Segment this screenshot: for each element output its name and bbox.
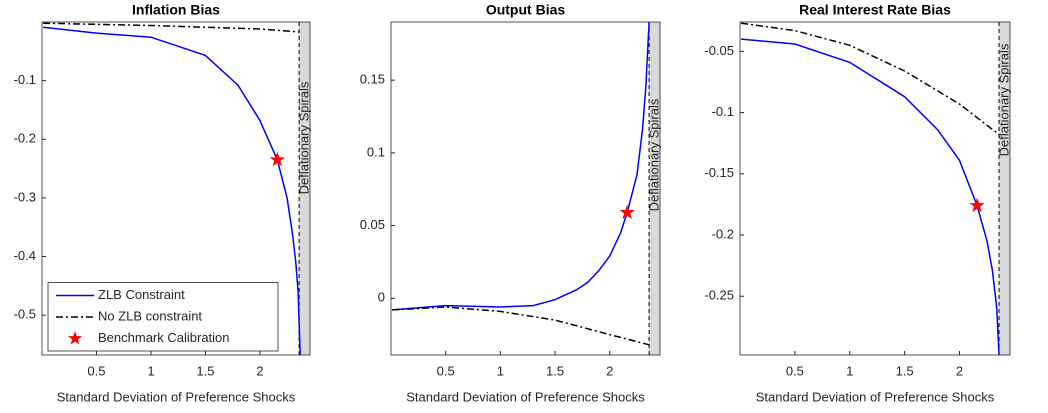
chart-title: Inflation Bias [132, 2, 220, 18]
benchmark-marker [269, 151, 285, 167]
y-tick-label: 0.05 [360, 217, 385, 232]
x-tick-label: 1.5 [546, 363, 564, 378]
x-tick-label: 2 [606, 363, 613, 378]
shade-region [999, 22, 1010, 355]
axes-box [41, 21, 311, 356]
benchmark-marker [969, 197, 985, 213]
series-line [740, 22, 1000, 136]
axes-box [739, 21, 1011, 356]
y-tick-label: -0.5 [14, 307, 36, 322]
legend-label: ZLB Constraint [98, 287, 185, 302]
y-tick-label: -0.15 [704, 165, 734, 180]
legend-label: No ZLB constraint [98, 308, 202, 323]
x-axis-label: Standard Deviation of Preference Shocks [756, 389, 995, 404]
plot-area [740, 22, 1010, 355]
y-tick-label: 0 [378, 290, 385, 305]
chart-title: Output Bias [486, 2, 566, 18]
annotation: Deflationary Spirals [647, 98, 662, 211]
y-tick-label: -0.1 [712, 104, 734, 119]
y-tick-label: -0.4 [14, 248, 36, 263]
annotation: Deflationary Spirals [297, 81, 312, 194]
series-line [392, 306, 650, 346]
y-tick-label: -0.1 [14, 72, 36, 87]
y-tick-label: 0.1 [367, 144, 385, 159]
series-line [741, 38, 1000, 355]
benchmark-marker [619, 204, 635, 220]
x-tick-label: 1.5 [196, 363, 214, 378]
subplot: Deflationary Spirals 0.5 1 1.5 2 -0.25 -0.2 -0.… [704, 2, 1011, 405]
series-line [43, 26, 301, 355]
plot-area [391, 22, 660, 355]
x-tick-label: 1 [147, 363, 154, 378]
y-tick-label: -0.2 [14, 131, 36, 146]
shade-region [299, 22, 310, 355]
x-tick-label: 0.5 [87, 363, 105, 378]
series-line [392, 22, 650, 311]
y-tick-label: -0.2 [712, 226, 734, 241]
x-tick-label: 1 [846, 363, 853, 378]
x-tick-label: 1 [497, 363, 504, 378]
series-line [43, 22, 300, 33]
x-tick-label: 1.5 [896, 363, 914, 378]
x-axis-label: Standard Deviation of Preference Shocks [406, 389, 645, 404]
y-tick-label: 0.15 [360, 72, 385, 87]
x-tick-label: 2 [256, 363, 263, 378]
legend-marker [67, 330, 83, 345]
shade-region [649, 22, 660, 355]
subplot: Deflationary Spirals 0.5 1 1.5 2 0 0.05 0.1 0.15… [360, 2, 662, 405]
x-axis-label: Standard Deviation of Preference Shocks [57, 389, 296, 404]
y-tick-label: -0.05 [704, 43, 734, 58]
subplot: Deflationary Spirals 0.5 1 1.5 2 -0.5 -0.4 -0.3… [14, 2, 312, 405]
x-tick-label: 0.5 [786, 363, 804, 378]
y-tick-label: -0.3 [14, 189, 36, 204]
axes-box [390, 21, 661, 356]
x-tick-label: 0.5 [437, 363, 455, 378]
annotation: Deflationary Spirals [996, 43, 1011, 156]
x-tick-label: 2 [956, 363, 963, 378]
y-tick-label: -0.25 [704, 288, 734, 303]
legend-label: Benchmark Calibration [98, 330, 230, 345]
chart-title: Real Interest Rate Bias [799, 2, 951, 18]
